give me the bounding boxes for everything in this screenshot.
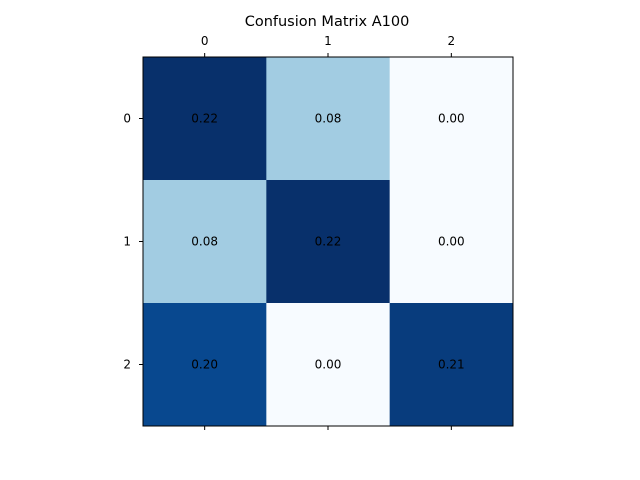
cell-value-label: 0.22 [191,112,218,126]
x-tick-label: 1 [324,34,332,48]
heatmap-cells [143,57,514,427]
heatmap-cell [389,303,514,427]
heatmap-cell [266,180,391,304]
y-tick-label: 1 [123,235,131,249]
x-tick-label: 0 [201,34,209,48]
cell-value-label: 0.00 [315,358,342,372]
heatmap-cell [389,180,514,304]
x-tick-label: 2 [448,34,456,48]
cell-value-label: 0.00 [438,112,465,126]
cell-value-label: 0.00 [438,235,465,249]
cell-value-labels: 0.22 0.08 0.00 0.08 0.22 0.00 0.20 0.00 0.21 [191,112,464,372]
heatmap-cell [143,57,267,181]
cell-value-label: 0.08 [315,112,342,126]
heatmap-cell [266,303,391,427]
heatmap-cell [143,180,267,304]
heatmap-cell [389,57,514,181]
cell-value-label: 0.22 [315,235,342,249]
cell-value-label: 0.20 [191,358,218,372]
y-tick-label: 2 [123,358,131,372]
axis-ticks: 0 1 2 0 1 2 [123,34,455,430]
plot-frame [142,56,514,427]
cell-value-label: 0.21 [438,358,465,372]
heatmap-cell [143,303,267,427]
heatmap-cell [266,57,391,181]
chart-title: Confusion Matrix A100 [245,14,410,30]
y-tick-label: 0 [123,112,131,126]
cell-value-label: 0.08 [191,235,218,249]
